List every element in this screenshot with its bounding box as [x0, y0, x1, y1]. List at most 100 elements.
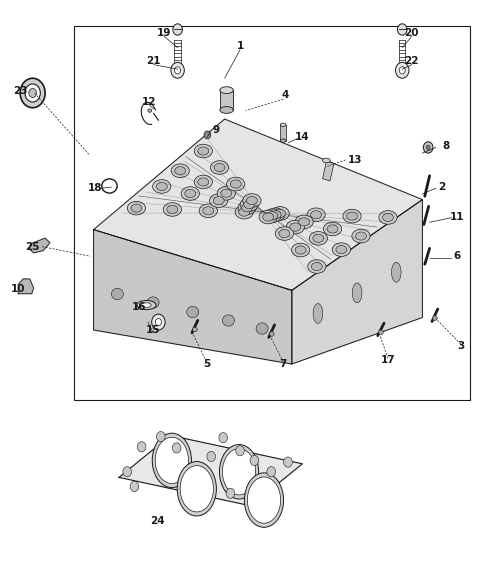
Circle shape	[226, 488, 235, 498]
Text: 10: 10	[11, 284, 25, 294]
Text: 17: 17	[381, 355, 395, 365]
Text: 13: 13	[348, 155, 362, 165]
Circle shape	[396, 62, 409, 78]
Ellipse shape	[343, 209, 361, 223]
Text: 2: 2	[438, 182, 445, 192]
Ellipse shape	[194, 175, 212, 189]
Ellipse shape	[185, 189, 196, 198]
Text: 9: 9	[213, 125, 219, 136]
Ellipse shape	[153, 180, 171, 193]
Text: 4: 4	[282, 90, 289, 100]
Polygon shape	[94, 230, 292, 364]
Ellipse shape	[163, 202, 181, 216]
Ellipse shape	[181, 187, 199, 200]
Circle shape	[171, 62, 184, 78]
Ellipse shape	[180, 466, 214, 512]
Ellipse shape	[198, 147, 209, 155]
Circle shape	[284, 457, 292, 467]
Ellipse shape	[244, 201, 255, 209]
Ellipse shape	[199, 204, 217, 218]
Ellipse shape	[356, 232, 366, 240]
Ellipse shape	[247, 477, 281, 523]
Text: 5: 5	[203, 359, 210, 369]
Circle shape	[204, 131, 211, 139]
Ellipse shape	[313, 303, 323, 323]
Ellipse shape	[263, 209, 281, 223]
Ellipse shape	[111, 289, 123, 300]
Ellipse shape	[280, 139, 286, 142]
Circle shape	[397, 24, 407, 35]
Text: 14: 14	[295, 132, 310, 142]
Ellipse shape	[177, 462, 216, 516]
Text: 1: 1	[236, 41, 244, 52]
Ellipse shape	[244, 473, 284, 527]
Ellipse shape	[332, 243, 350, 256]
Polygon shape	[119, 435, 302, 506]
Ellipse shape	[152, 433, 192, 488]
Ellipse shape	[238, 201, 256, 214]
Ellipse shape	[147, 297, 159, 308]
Text: 24: 24	[150, 515, 165, 526]
Ellipse shape	[131, 204, 142, 212]
Ellipse shape	[220, 107, 233, 113]
Ellipse shape	[222, 448, 256, 495]
Circle shape	[20, 78, 45, 108]
Ellipse shape	[235, 205, 253, 219]
Text: 25: 25	[25, 242, 40, 252]
Ellipse shape	[137, 301, 156, 310]
Ellipse shape	[327, 225, 338, 233]
Ellipse shape	[246, 196, 257, 205]
Circle shape	[267, 467, 276, 477]
Circle shape	[236, 446, 244, 456]
Circle shape	[250, 455, 259, 466]
Ellipse shape	[240, 198, 258, 211]
Ellipse shape	[271, 206, 289, 220]
Ellipse shape	[280, 123, 286, 126]
Bar	[220, 90, 233, 110]
Ellipse shape	[379, 210, 397, 224]
Text: 21: 21	[146, 56, 161, 66]
Ellipse shape	[155, 437, 189, 484]
Text: 18: 18	[88, 183, 102, 193]
Ellipse shape	[167, 205, 178, 214]
Circle shape	[423, 142, 433, 153]
Ellipse shape	[336, 246, 347, 253]
Text: 20: 20	[405, 28, 419, 38]
Ellipse shape	[210, 160, 228, 174]
Text: 19: 19	[157, 28, 171, 38]
Ellipse shape	[227, 177, 245, 191]
Ellipse shape	[295, 246, 306, 254]
Ellipse shape	[230, 180, 241, 188]
Text: 3: 3	[457, 341, 465, 351]
Ellipse shape	[323, 158, 330, 163]
Polygon shape	[94, 119, 422, 290]
Ellipse shape	[291, 243, 310, 257]
Ellipse shape	[243, 194, 261, 208]
Circle shape	[123, 467, 132, 477]
Ellipse shape	[222, 315, 234, 326]
Circle shape	[156, 431, 165, 442]
Ellipse shape	[142, 303, 151, 307]
Circle shape	[399, 67, 405, 74]
Ellipse shape	[379, 330, 384, 335]
Circle shape	[152, 314, 165, 330]
Text: 23: 23	[13, 86, 27, 96]
Ellipse shape	[266, 208, 285, 222]
Circle shape	[219, 433, 228, 443]
Ellipse shape	[352, 229, 370, 243]
Polygon shape	[18, 279, 34, 294]
Ellipse shape	[214, 163, 225, 172]
Circle shape	[29, 88, 36, 98]
Ellipse shape	[156, 183, 167, 191]
Ellipse shape	[308, 260, 326, 273]
Ellipse shape	[275, 227, 293, 240]
Ellipse shape	[198, 178, 209, 186]
Ellipse shape	[203, 207, 214, 215]
Ellipse shape	[220, 87, 233, 94]
Ellipse shape	[275, 209, 286, 218]
Ellipse shape	[279, 230, 290, 238]
Circle shape	[156, 319, 161, 325]
Bar	[74, 26, 470, 400]
Ellipse shape	[286, 220, 304, 234]
Ellipse shape	[259, 210, 277, 224]
